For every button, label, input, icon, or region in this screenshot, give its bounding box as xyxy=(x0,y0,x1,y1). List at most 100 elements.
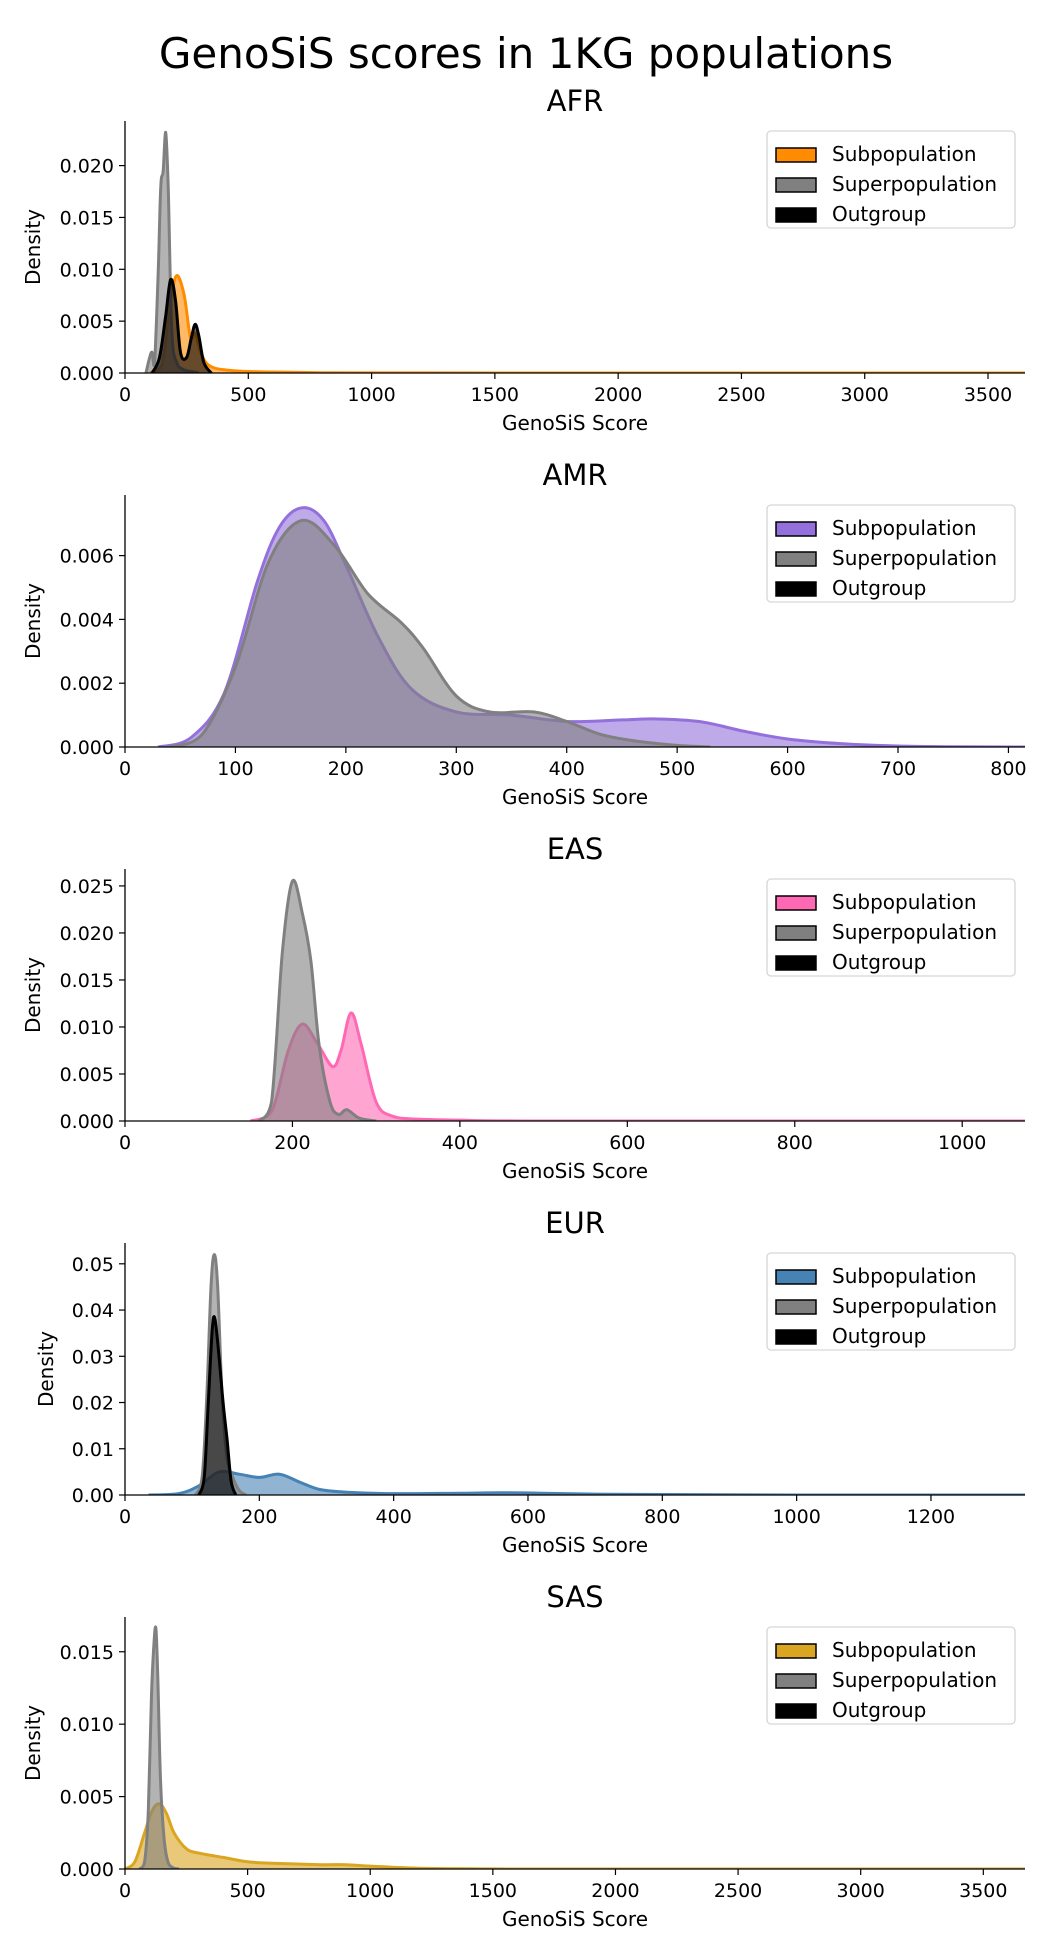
x-tick-label: 3000 xyxy=(841,384,889,406)
x-tick-label: 2000 xyxy=(591,1880,639,1902)
x-tick-label: 1000 xyxy=(772,1506,820,1528)
x-tick-label: 1200 xyxy=(907,1506,955,1528)
y-axis-label: Density xyxy=(21,1705,45,1781)
panel-amr: AMR 0 100 200 300 400 500 600 700 800 0.000 0.002 0.… xyxy=(21,458,1027,809)
legend-label: Superpopulation xyxy=(832,920,997,944)
legend-label: Outgroup xyxy=(832,950,926,974)
x-axis-label: GenoSiS Score xyxy=(502,1533,648,1557)
x-tick-label: 1500 xyxy=(471,384,519,406)
y-tick-label: 0.020 xyxy=(60,923,114,945)
legend: Subpopulation Superpopulation Outgroup xyxy=(766,1252,1016,1351)
legend-swatch xyxy=(775,1269,817,1285)
x-tick-label: 2000 xyxy=(594,384,642,406)
x-tick-label: 2500 xyxy=(714,1880,762,1902)
y-tick-label: 0.005 xyxy=(60,1064,114,1086)
x-tick-label: 200 xyxy=(274,1132,310,1154)
y-tick-label: 0.04 xyxy=(72,1300,114,1322)
y-tick-label: 0.05 xyxy=(72,1254,114,1276)
legend-swatch xyxy=(775,1673,817,1689)
figure-title: GenoSiS scores in 1KG populations xyxy=(159,29,893,78)
panel-title: SAS xyxy=(546,1580,603,1614)
density-fill-outgroup xyxy=(152,279,212,373)
density-line-subpopulation xyxy=(125,1802,1025,1869)
x-tick-label: 200 xyxy=(241,1506,277,1528)
x-tick-label: 400 xyxy=(376,1506,412,1528)
panel-title: EUR xyxy=(545,1206,605,1240)
x-tick-label: 700 xyxy=(880,758,916,780)
x-tick-label: 500 xyxy=(229,1880,265,1902)
y-tick-label: 0.000 xyxy=(60,363,114,385)
legend-swatch xyxy=(775,521,817,537)
panel-title: AFR xyxy=(547,84,604,118)
x-tick-label: 1500 xyxy=(469,1880,517,1902)
legend-label: Subpopulation xyxy=(832,1638,977,1662)
legend-label: Subpopulation xyxy=(832,142,977,166)
y-tick-label: 0.01 xyxy=(72,1439,114,1461)
x-tick-label: 800 xyxy=(990,758,1026,780)
x-tick-label: 300 xyxy=(438,758,474,780)
y-axis-label: Density xyxy=(21,209,45,285)
legend-label: Outgroup xyxy=(832,1698,926,1722)
legend-label: Outgroup xyxy=(832,576,926,600)
x-tick-label: 800 xyxy=(644,1506,680,1528)
x-axis-label: GenoSiS Score xyxy=(502,1159,648,1183)
legend-label: Outgroup xyxy=(832,1324,926,1348)
x-tick-label: 1000 xyxy=(938,1132,986,1154)
x-tick-label: 400 xyxy=(549,758,585,780)
y-tick-label: 0.006 xyxy=(60,546,114,568)
y-axis-label: Density xyxy=(34,1331,58,1407)
density-line-superpopulation xyxy=(194,1253,247,1495)
legend-frame xyxy=(766,1626,1016,1725)
legend-label: Subpopulation xyxy=(832,890,977,914)
legend-swatch xyxy=(775,895,817,911)
x-tick-label: 1000 xyxy=(346,1880,394,1902)
legend-swatch xyxy=(775,551,817,567)
density-line-superpopulation xyxy=(138,1625,180,1869)
density-line-superpopulation xyxy=(168,518,711,747)
density-fill-subpopulation xyxy=(149,275,1025,373)
y-axis-label: Density xyxy=(21,957,45,1033)
y-tick-label: 0.03 xyxy=(72,1346,114,1368)
x-tick-label: 800 xyxy=(777,1132,813,1154)
x-tick-label: 500 xyxy=(659,758,695,780)
density-line-subpopulation xyxy=(148,274,1025,373)
x-tick-label: 0 xyxy=(119,1506,131,1528)
legend-label: Subpopulation xyxy=(832,1264,977,1288)
y-axis-label: Density xyxy=(21,583,45,659)
y-tick-label: 0.004 xyxy=(60,609,114,631)
legend-swatch xyxy=(775,177,817,193)
density-line-outgroup xyxy=(150,277,213,373)
legend-swatch xyxy=(775,955,817,971)
x-tick-label: 0 xyxy=(119,1880,131,1902)
legend-frame xyxy=(766,130,1016,229)
legend: Subpopulation Superpopulation Outgroup xyxy=(766,130,1016,229)
legend: Subpopulation Superpopulation Outgroup xyxy=(766,878,1016,977)
density-line-outgroup xyxy=(197,1315,238,1495)
x-axis-label: GenoSiS Score xyxy=(502,785,648,809)
legend-label: Superpopulation xyxy=(832,546,997,570)
x-axis-label: GenoSiS Score xyxy=(502,411,648,435)
y-tick-label: 0.010 xyxy=(60,1714,114,1736)
legend: Subpopulation Superpopulation Outgroup xyxy=(766,504,1016,603)
density-fill-superpopulation xyxy=(259,880,377,1121)
series-group xyxy=(148,1253,1025,1495)
x-tick-label: 3500 xyxy=(964,384,1012,406)
panel-title: AMR xyxy=(542,458,607,492)
x-tick-label: 600 xyxy=(769,758,805,780)
legend-swatch xyxy=(775,1643,817,1659)
legend-swatch xyxy=(775,147,817,163)
legend-label: Outgroup xyxy=(832,202,926,226)
legend-label: Superpopulation xyxy=(832,1668,997,1692)
legend-frame xyxy=(766,504,1016,603)
y-tick-label: 0.000 xyxy=(60,1111,114,1133)
y-tick-label: 0.015 xyxy=(60,207,114,229)
panel-eur: EUR 0 200 400 600 800 1000 1200 0.00 0.01 0.02 0.03… xyxy=(34,1206,1025,1557)
x-tick-label: 500 xyxy=(230,384,266,406)
legend-swatch xyxy=(775,925,817,941)
y-tick-label: 0.000 xyxy=(60,1859,114,1881)
y-tick-label: 0.020 xyxy=(60,156,114,178)
panel-eas: EAS 0 200 400 600 800 1000 0.000 0.005 0.010 0.015… xyxy=(21,832,1025,1183)
y-tick-label: 0.002 xyxy=(60,673,114,695)
y-tick-label: 0.00 xyxy=(72,1485,114,1507)
